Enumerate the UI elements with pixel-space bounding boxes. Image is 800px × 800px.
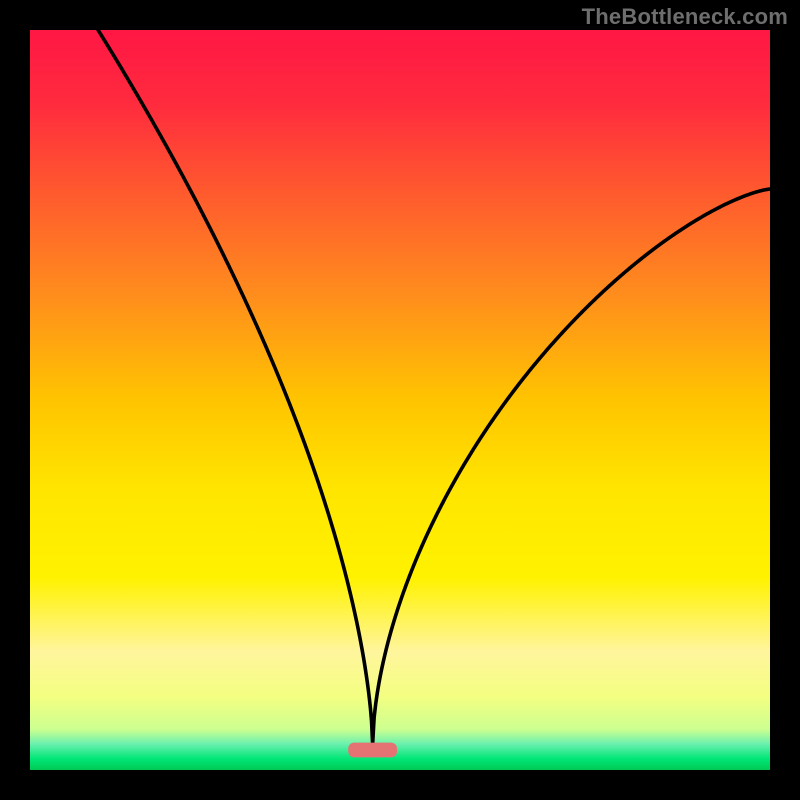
plot-svg	[30, 30, 770, 770]
chart-frame: TheBottleneck.com	[0, 0, 800, 800]
gradient-background	[30, 30, 770, 770]
dip-marker	[348, 743, 397, 758]
watermark-text: TheBottleneck.com	[582, 4, 788, 30]
plot-area	[30, 30, 770, 770]
